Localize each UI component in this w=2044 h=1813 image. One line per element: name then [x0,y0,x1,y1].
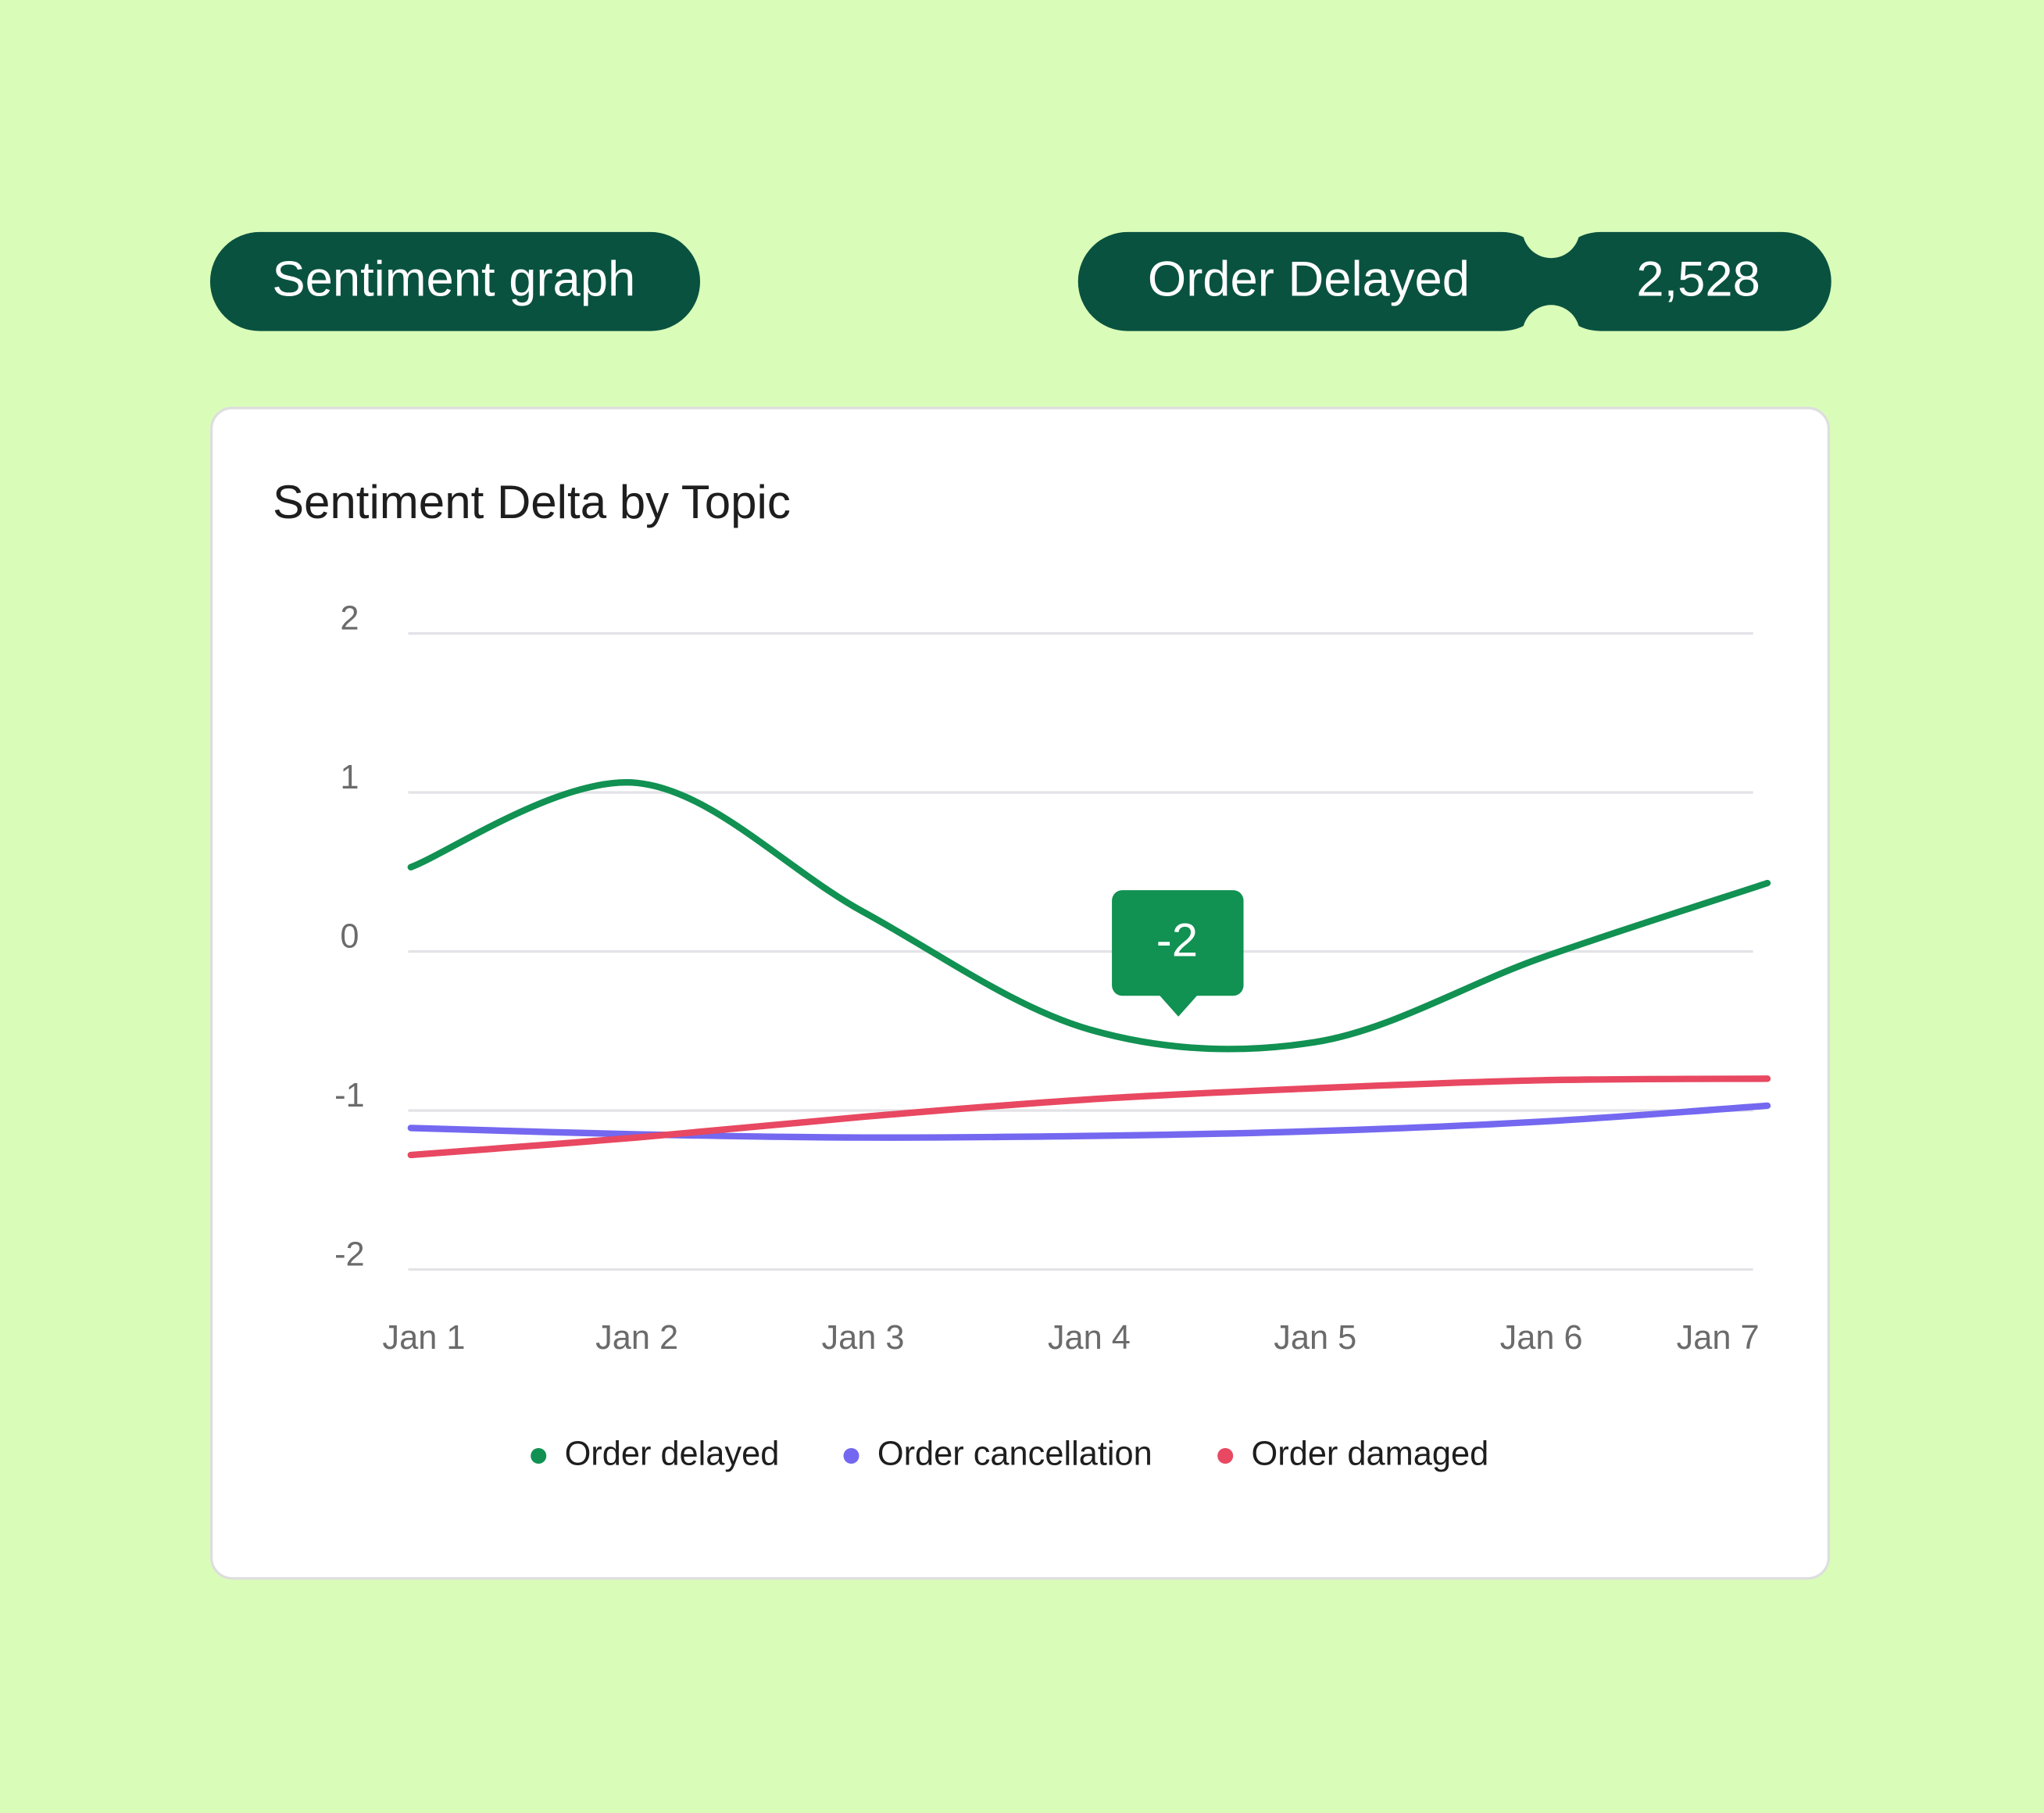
neck-cut [1522,200,1580,259]
title-pill [209,231,701,331]
tooltip: -2 [1112,890,1244,1017]
legend-label: Order cancellation [877,1435,1152,1472]
x-tick-label: Jan 7 [1677,1319,1760,1357]
y-tick-label: 0 [340,917,359,955]
y-tick-label: 1 [340,759,359,796]
legend-swatch [1217,1447,1234,1464]
y-tick-label: -1 [334,1077,365,1114]
pill-neck [1499,250,1603,313]
topic-count: 2,528 [1636,252,1760,307]
count-pill [1551,231,1831,331]
series-line [407,1075,1771,1159]
neck-cut [1522,305,1580,363]
x-tick-label: Jan 3 [821,1319,904,1357]
x-tick-label: Jan 6 [1500,1319,1583,1357]
y-tick-label: -2 [334,1235,365,1273]
tooltip-label: -2 [1156,914,1198,966]
series-line [407,779,1771,1053]
x-tick-label: Jan 1 [382,1319,465,1357]
legend-swatch [843,1447,859,1464]
y-tick-label: 2 [340,599,359,637]
pill-title: Sentiment graph [272,252,635,307]
legend-label: Order damaged [1252,1435,1489,1472]
tooltip-pointer [1157,992,1199,1017]
legend-swatch [531,1447,547,1464]
x-tick-label: Jan 5 [1274,1319,1356,1357]
chart-card [209,406,1831,1580]
plot: 2 1 0 -1 -2 Jan 1 Jan 2 Jan 3 Jan 4 Jan 5 Jan 6 Jan… [334,599,1771,1472]
x-tick-label: Jan 2 [595,1319,678,1357]
tooltip-box [1112,890,1244,996]
legend-label: Order delayed [565,1435,780,1472]
topic-pill [1077,231,1552,331]
chart-title: Sentiment Delta by Topic [273,476,791,528]
topic-name: Order Delayed [1148,252,1470,307]
x-tick-label: Jan 4 [1048,1319,1131,1357]
